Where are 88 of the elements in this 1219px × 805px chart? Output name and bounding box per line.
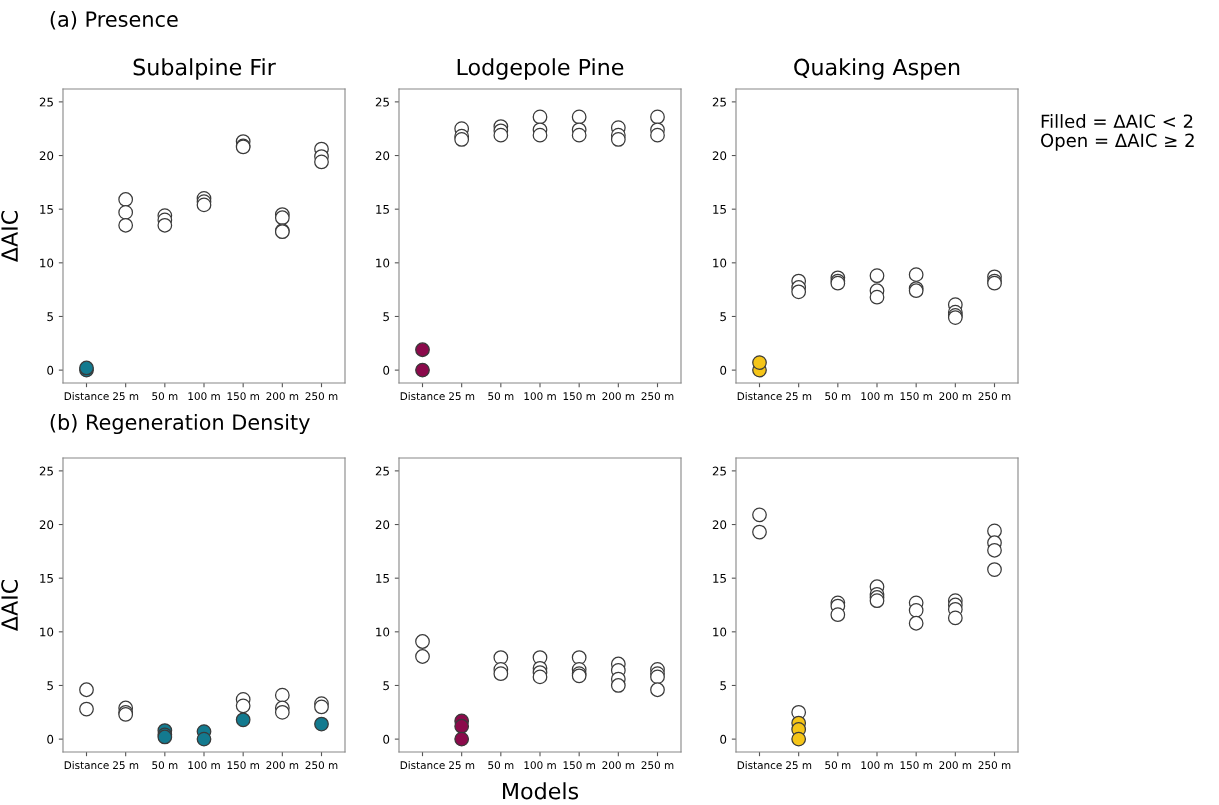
x-tick-label: Distance xyxy=(400,761,445,770)
y-tick-label: 0 xyxy=(720,734,727,744)
x-tick-label: 50 m xyxy=(152,392,178,401)
x-tick-label: 200 m xyxy=(266,392,299,401)
x-tick-label: 100 m xyxy=(861,392,893,401)
y-tick-label: 10 xyxy=(376,627,390,637)
y-tick-label: 0 xyxy=(47,365,54,375)
y-tick-label: 10 xyxy=(713,627,727,637)
y-tick-label: 0 xyxy=(720,365,727,375)
x-tick-label: 200 m xyxy=(602,392,635,401)
x-tick-label: 100 m xyxy=(188,392,220,401)
y-tick-label: 5 xyxy=(383,312,389,322)
y-tick-label: 25 xyxy=(712,97,726,107)
y-axis-title: ΔAIC xyxy=(1,210,18,263)
x-tick-label: 25 m xyxy=(786,761,812,770)
x-tick-label: 150 m xyxy=(900,761,932,770)
x-tick-label: 100 m xyxy=(861,761,893,770)
x-tick-label: 200 m xyxy=(602,761,635,770)
x-tick-label: 200 m xyxy=(939,761,972,770)
x-tick-label: 50 m xyxy=(825,392,851,401)
text: Filled = ΔAIC < 2 xyxy=(1041,114,1193,129)
y-tick-label: 20 xyxy=(39,520,54,530)
y-tick-label: 15 xyxy=(40,574,53,583)
x-tick-label: 25 m xyxy=(786,392,812,401)
x-tick-label: 100 m xyxy=(524,761,556,770)
y-tick-label: 5 xyxy=(47,681,53,691)
x-tick-label: 50 m xyxy=(152,761,178,770)
y-tick-label: 5 xyxy=(720,312,726,322)
y-axis-title: ΔAIC xyxy=(1,579,18,632)
x-tick-label: 50 m xyxy=(825,761,851,770)
x-tick-label: 200 m xyxy=(939,392,972,401)
y-tick-label: 20 xyxy=(39,151,54,161)
y-tick-label: 25 xyxy=(712,466,726,476)
y-tick-label: 15 xyxy=(376,574,389,583)
x-tick-label: 150 m xyxy=(227,392,259,401)
y-tick-label: 25 xyxy=(39,466,53,476)
x-tick-label: 250 m xyxy=(978,392,1011,401)
x-tick-label: 50 m xyxy=(488,761,514,770)
text: (b) Regeneration Density xyxy=(50,413,310,435)
y-tick-label: 20 xyxy=(375,520,390,530)
y-tick-label: 25 xyxy=(375,466,389,476)
x-axis-title: Models xyxy=(503,782,579,800)
y-tick-label: 0 xyxy=(47,734,54,744)
y-tick-label: 10 xyxy=(376,258,390,268)
y-tick-label: 15 xyxy=(40,205,53,214)
x-tick-label: 150 m xyxy=(563,392,595,401)
chart-title: Lodgepole Pine xyxy=(457,58,624,80)
x-tick-label: 25 m xyxy=(113,761,139,770)
y-tick-label: 0 xyxy=(383,365,390,375)
x-tick-label: 50 m xyxy=(488,392,514,401)
x-tick-label: Distance xyxy=(64,761,109,770)
x-tick-label: 100 m xyxy=(524,392,556,401)
chart-title: Subalpine Fir xyxy=(133,58,276,80)
y-tick-label: 20 xyxy=(375,151,390,161)
chart-title: Quaking Aspen xyxy=(794,58,960,80)
x-tick-label: 250 m xyxy=(305,761,338,770)
x-tick-label: 250 m xyxy=(978,761,1011,770)
y-tick-label: 20 xyxy=(712,520,727,530)
y-tick-label: 5 xyxy=(720,681,726,691)
x-tick-label: 100 m xyxy=(188,761,220,770)
text: Open = ΔAIC ≥ 2 xyxy=(1041,133,1194,151)
y-tick-label: 5 xyxy=(47,312,53,322)
y-tick-label: 25 xyxy=(39,97,53,107)
y-tick-label: 15 xyxy=(713,205,726,214)
y-tick-label: 15 xyxy=(713,574,726,583)
y-tick-label: 10 xyxy=(40,258,54,268)
x-tick-label: Distance xyxy=(64,392,109,401)
x-tick-label: Distance xyxy=(737,761,782,770)
x-tick-label: 25 m xyxy=(449,761,475,770)
x-tick-label: Distance xyxy=(737,392,782,401)
y-tick-label: 10 xyxy=(713,258,727,268)
y-tick-label: 20 xyxy=(712,151,727,161)
y-tick-label: 15 xyxy=(376,205,389,214)
x-tick-label: 250 m xyxy=(641,392,674,401)
y-tick-label: 10 xyxy=(40,627,54,637)
x-tick-label: 25 m xyxy=(113,392,139,401)
x-tick-label: Distance xyxy=(400,392,445,401)
x-tick-label: 200 m xyxy=(266,761,299,770)
x-tick-label: 25 m xyxy=(449,392,475,401)
y-tick-label: 0 xyxy=(383,734,390,744)
x-tick-label: 150 m xyxy=(227,761,259,770)
x-tick-label: 150 m xyxy=(563,761,595,770)
text: (a) Presence xyxy=(50,10,178,30)
x-tick-label: 250 m xyxy=(641,761,674,770)
y-tick-label: 5 xyxy=(383,681,389,691)
y-tick-label: 25 xyxy=(375,97,389,107)
x-tick-label: 250 m xyxy=(305,392,338,401)
x-tick-label: 150 m xyxy=(900,392,932,401)
